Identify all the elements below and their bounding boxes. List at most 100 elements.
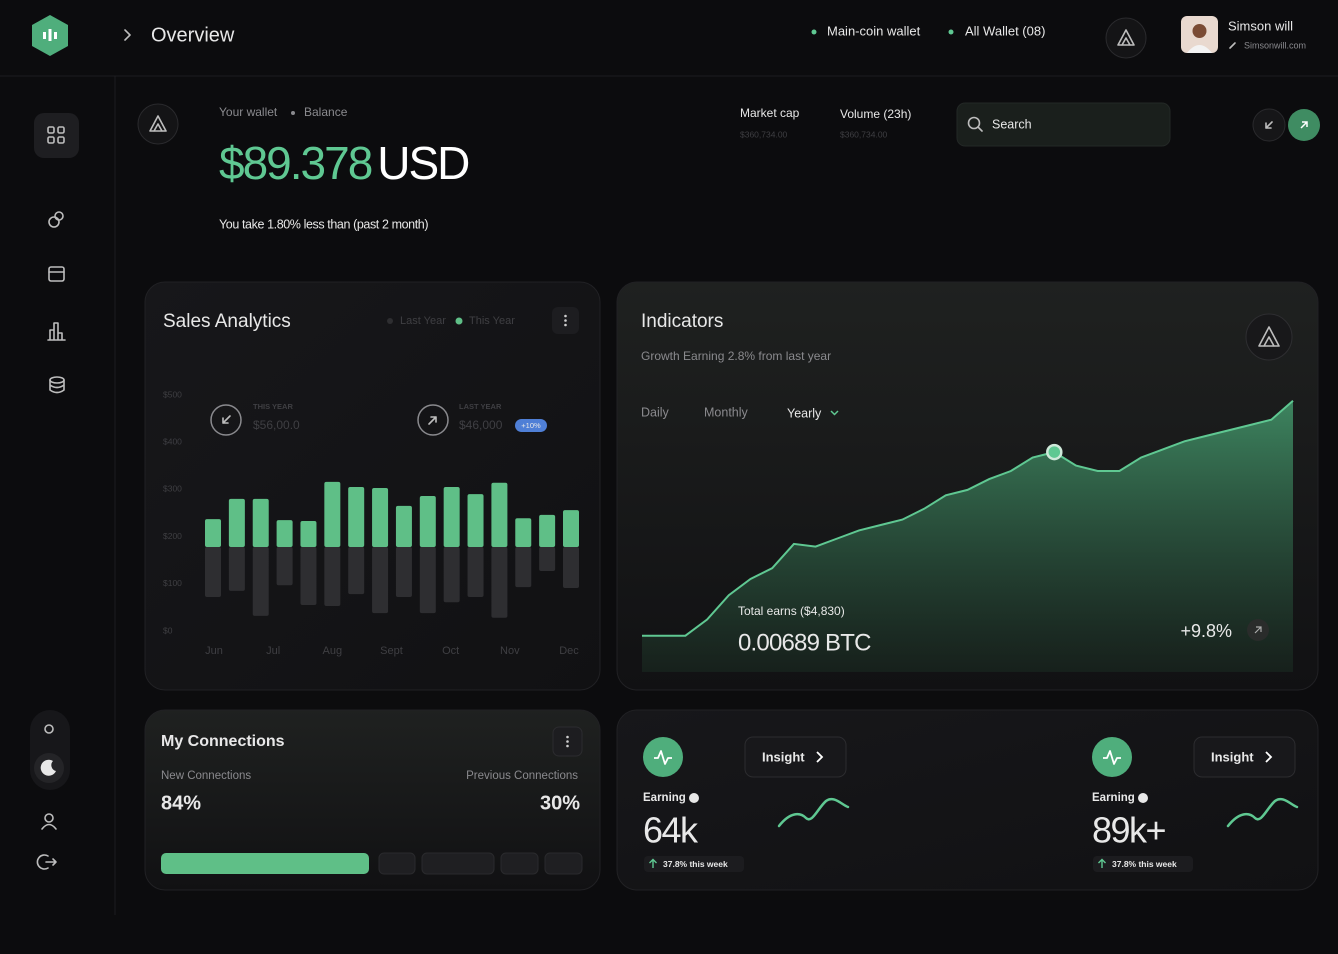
change-icon — [1254, 626, 1262, 634]
card-title: Sales Analytics — [163, 311, 291, 332]
bar[interactable] — [300, 547, 317, 606]
bar[interactable] — [419, 547, 436, 614]
info-icon — [689, 793, 699, 803]
wallet-link[interactable]: Main-coin wallet — [827, 23, 921, 38]
insight-label: Insight — [1211, 749, 1254, 764]
x-tick-label: Jun — [205, 645, 223, 657]
search-box[interactable] — [956, 102, 1171, 147]
bar[interactable] — [228, 498, 245, 547]
bar[interactable] — [563, 547, 579, 589]
y-tick-label: $300 — [163, 484, 182, 494]
area — [642, 400, 1293, 672]
x-tick-label: Jul — [266, 645, 280, 657]
bar[interactable] — [372, 487, 389, 547]
brand-icon — [1117, 29, 1135, 46]
total-value: 0.00689 BTC — [738, 629, 871, 656]
bar[interactable] — [252, 547, 269, 616]
bar[interactable] — [467, 547, 484, 598]
bar[interactable] — [395, 505, 412, 547]
logout-icon[interactable] — [36, 854, 57, 870]
change-pill — [644, 856, 744, 872]
bar[interactable] — [324, 547, 341, 606]
x-tick-label: Oct — [442, 645, 459, 657]
legend-swatch — [387, 318, 393, 324]
bar[interactable] — [395, 547, 412, 598]
nav-chart-icon[interactable] — [47, 322, 66, 341]
earning-label: Earning — [1092, 792, 1135, 804]
brand-icon — [149, 115, 167, 132]
highlight-point[interactable] — [1046, 443, 1063, 461]
bar[interactable] — [348, 547, 365, 595]
bar[interactable] — [276, 547, 293, 586]
balance-currency: USD — [377, 137, 469, 189]
light-icon — [44, 724, 54, 734]
search-placeholder: Search — [992, 117, 1032, 131]
bar[interactable] — [205, 519, 221, 547]
arrow-icon — [222, 415, 231, 424]
bar[interactable] — [205, 547, 221, 598]
bar[interactable] — [539, 547, 556, 572]
last-year-icon — [417, 404, 449, 436]
insight-button[interactable] — [1193, 736, 1296, 778]
card-subtitle: Growth Earning 2.8% from last year — [641, 349, 831, 363]
y-tick-label: $200 — [163, 531, 182, 541]
nav-db-icon[interactable] — [49, 376, 65, 394]
y-tick-label: $0 — [163, 625, 173, 635]
x-tick-label: Sept — [380, 645, 403, 657]
x-tick-label: Nov — [500, 645, 520, 657]
bar[interactable] — [491, 547, 508, 618]
bar[interactable] — [228, 547, 245, 591]
user-email: Simsonwill.com — [1244, 40, 1306, 50]
chevron — [1265, 751, 1273, 763]
search-icon — [967, 116, 983, 132]
bar[interactable] — [515, 518, 532, 547]
bar[interactable] — [276, 520, 293, 547]
avatar-body — [1187, 45, 1212, 53]
wallet-label: Your wallet — [219, 105, 278, 119]
expand-icon — [1300, 121, 1308, 129]
insight-button[interactable] — [744, 736, 847, 778]
wallet-dot — [811, 29, 817, 35]
tab-active[interactable]: Yearly — [787, 406, 822, 420]
x-tick-label: Dec — [559, 645, 579, 657]
stat-caption: LAST YEAR — [459, 402, 502, 411]
bar[interactable] — [443, 487, 460, 547]
tab[interactable]: Daily — [641, 405, 670, 419]
stat-value: $360,734.00 — [740, 129, 788, 139]
nav-coins-icon[interactable] — [48, 211, 64, 228]
y-tick-label: $400 — [163, 436, 182, 446]
nav-store-icon[interactable] — [48, 266, 65, 282]
bar[interactable] — [563, 510, 579, 547]
connection-label: New Connections — [161, 770, 251, 782]
bar[interactable] — [324, 481, 341, 547]
bar[interactable] — [300, 521, 317, 547]
nav-active[interactable] — [34, 113, 79, 158]
legend-label[interactable]: Last Year — [400, 315, 446, 327]
bar[interactable] — [515, 547, 532, 588]
bar[interactable] — [491, 482, 508, 547]
bar[interactable] — [372, 547, 389, 614]
card-title: Indicators — [641, 311, 723, 332]
bar[interactable] — [419, 496, 436, 547]
wallet-link[interactable]: All Wallet (08) — [965, 23, 1045, 38]
x-tick-label: Aug — [323, 645, 343, 657]
info-icon — [1138, 793, 1148, 803]
profile-icon[interactable] — [41, 813, 57, 830]
badge — [515, 419, 547, 432]
arrow-icon — [428, 416, 437, 425]
stat-label: Market cap — [740, 106, 800, 120]
page-title: Overview — [151, 24, 235, 46]
tab[interactable]: Monthly — [704, 405, 749, 419]
bar[interactable] — [348, 487, 365, 547]
brand-icon — [1258, 326, 1280, 347]
bar[interactable] — [539, 514, 556, 547]
bar[interactable] — [443, 547, 460, 603]
legend-label[interactable]: This Year — [469, 315, 515, 327]
menu-dots — [566, 735, 569, 748]
dropdown-chevron — [830, 410, 839, 416]
bar[interactable] — [467, 494, 484, 547]
bar[interactable] — [252, 498, 269, 547]
stat-value: $56,00.0 — [253, 418, 300, 432]
